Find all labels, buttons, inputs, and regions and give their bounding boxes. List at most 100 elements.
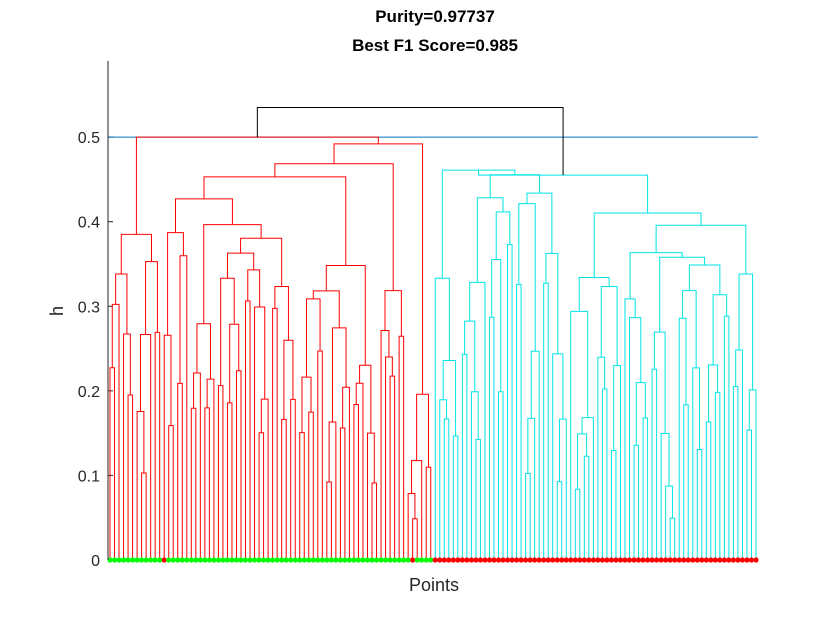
dendrogram-link-33 — [235, 370, 242, 560]
leaf-marker-51 — [337, 557, 343, 563]
dendrogram-link-50 — [317, 350, 323, 560]
leaf-marker-99 — [554, 557, 560, 563]
leaf-marker-40 — [288, 557, 294, 563]
dendrogram-link-131 — [696, 449, 703, 560]
leaf-marker-70 — [423, 557, 429, 563]
dendrogram-link-91 — [518, 203, 536, 352]
leaf-marker-19 — [193, 557, 199, 563]
leaf-marker-21 — [202, 557, 208, 563]
leaf-marker-27 — [229, 557, 235, 563]
dendrogram-link-104 — [581, 417, 594, 560]
dendrogram-link-13 — [274, 163, 394, 291]
leaf-marker-81 — [473, 557, 479, 563]
dendrogram-link-24 — [190, 407, 197, 560]
leaf-marker-137 — [726, 557, 732, 563]
leaf-marker-5 — [129, 557, 136, 563]
leaf-marker-83 — [482, 557, 488, 563]
dendrogram-link-58 — [353, 404, 359, 560]
dendrogram-link-51 — [331, 327, 347, 422]
dendrogram-link-78 — [489, 174, 540, 198]
leaf-marker-88 — [504, 557, 511, 563]
dendrogram-link-27 — [240, 237, 283, 287]
leaf-marker-75 — [446, 557, 452, 563]
dendrogram-link-16 — [167, 232, 184, 336]
leaf-marker-115 — [626, 557, 633, 563]
dendrogram-link-62 — [380, 329, 390, 560]
dendrogram-link-97 — [543, 282, 549, 560]
dendrogram-link-88 — [498, 391, 504, 560]
dendrogram-link-41 — [283, 339, 294, 420]
dendrogram-link-101 — [593, 212, 702, 278]
dendrogram-link-4 — [109, 367, 116, 560]
leaf-marker-108 — [595, 557, 601, 563]
leaf-marker-94 — [532, 557, 538, 563]
dendrogram-link-89 — [507, 244, 513, 560]
dendrogram-link-72 — [441, 169, 516, 279]
leaf-marker-71 — [428, 557, 434, 563]
leaf-marker-16 — [179, 557, 185, 563]
dendrogram-link-137 — [738, 273, 754, 390]
dendrogram-link-66 — [416, 393, 429, 468]
leaf-marker-96 — [541, 557, 547, 563]
leaf-marker-140 — [739, 557, 746, 563]
y-tick-label-4: 0.4 — [78, 215, 100, 232]
leaf-marker-90 — [513, 557, 520, 563]
dendrogram-link-105 — [577, 433, 588, 490]
leaf-marker-120 — [649, 557, 655, 563]
y-tick-label-2: 0.2 — [78, 384, 100, 401]
leaf-marker-124 — [667, 557, 673, 563]
leaf-marker-107 — [590, 557, 596, 563]
leaf-marker-34 — [260, 557, 267, 563]
leaf-marker-47 — [319, 557, 325, 563]
dendrogram-link-98 — [552, 353, 564, 560]
dendrogram-link-102 — [578, 277, 610, 312]
dendrogram-link-119 — [642, 417, 649, 560]
leaf-marker-112 — [613, 557, 619, 563]
dendrogram-link-93 — [530, 350, 540, 560]
dendrogram-link-74 — [442, 360, 457, 436]
leaf-marker-14 — [170, 557, 176, 563]
leaf-marker-85 — [491, 557, 497, 563]
leaf-marker-44 — [306, 557, 312, 563]
dendrogram-link-42 — [281, 418, 287, 560]
leaf-marker-3 — [120, 557, 127, 563]
leaf-marker-135 — [717, 557, 723, 563]
leaf-marker-18 — [188, 557, 194, 563]
dendrogram-link-15 — [175, 198, 233, 233]
dendrogram-link-134 — [705, 421, 712, 560]
leaf-marker-0 — [107, 557, 113, 563]
leaf-marker-57 — [364, 557, 371, 563]
dendrogram-link-38 — [258, 432, 265, 560]
leaf-marker-56 — [360, 557, 366, 563]
dendrogram-link-59 — [367, 432, 375, 560]
dendrogram-link-118 — [633, 444, 640, 560]
leaf-marker-23 — [211, 557, 217, 563]
dendrogram-link-110 — [601, 388, 608, 560]
dendrogram-link-124 — [665, 485, 673, 560]
dendrogram-link-22 — [196, 323, 212, 380]
leaf-marker-46 — [315, 557, 321, 563]
dendrogram-link-2 — [115, 273, 128, 334]
dendrogram-link-106 — [574, 488, 581, 560]
dendrogram-link-36 — [254, 306, 266, 560]
dendrogram-link-77 — [452, 435, 459, 560]
dendrogram-link-80 — [469, 281, 486, 560]
dendrogram-link-116 — [629, 317, 642, 560]
leaf-marker-76 — [450, 557, 456, 563]
leaf-marker-45 — [310, 557, 316, 563]
dendrogram-link-94 — [527, 417, 536, 560]
y-tick-label-5: 0.5 — [78, 130, 100, 147]
x-axis-label: Points — [409, 575, 459, 595]
leaf-marker-33 — [256, 557, 262, 563]
leaf-marker-89 — [509, 557, 515, 563]
leaf-marker-12 — [161, 557, 167, 563]
dendrogram-link-69 — [412, 518, 418, 560]
leaf-marker-52 — [342, 557, 348, 563]
dendrogram-link-21 — [203, 224, 262, 324]
dendrogram-link-52 — [328, 421, 337, 560]
leaf-marker-130 — [694, 557, 700, 563]
dendrogram-link-44 — [325, 265, 366, 366]
dendrogram-link-49 — [308, 411, 314, 560]
leaf-marker-141 — [744, 557, 750, 563]
leaf-marker-30 — [242, 557, 249, 563]
